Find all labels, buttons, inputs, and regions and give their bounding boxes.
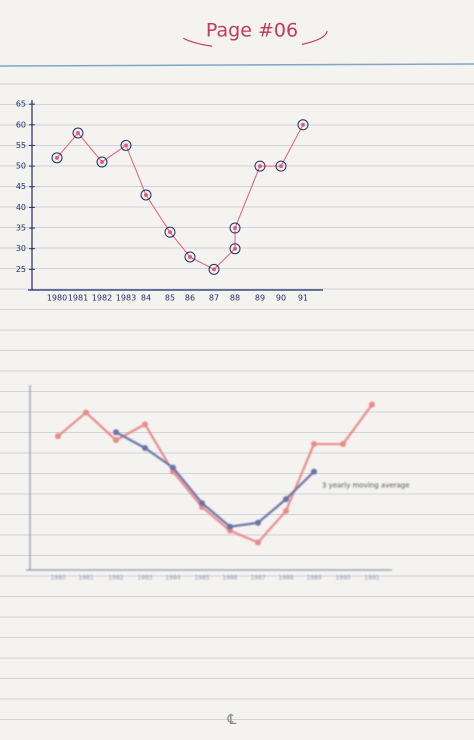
point bbox=[340, 441, 346, 448]
x-tick-label: 1991 bbox=[364, 575, 379, 582]
x-tick-label: 1981 bbox=[68, 294, 88, 303]
point-circle bbox=[208, 263, 220, 275]
y-tick-label: 50 bbox=[16, 162, 26, 171]
point bbox=[283, 496, 289, 503]
point-circle bbox=[120, 139, 132, 151]
x-tick-label: 1981 bbox=[78, 575, 93, 582]
point bbox=[255, 519, 261, 526]
y-tick-label: 65 bbox=[16, 100, 26, 109]
point-circle bbox=[275, 160, 287, 172]
x-tick-label: 1983 bbox=[116, 294, 136, 303]
x-tick-label: 1986 bbox=[222, 575, 237, 582]
ruled-lines bbox=[0, 83, 474, 720]
point bbox=[188, 254, 192, 259]
page-title: Page #06 bbox=[206, 20, 298, 42]
x-tick-label: 1980 bbox=[47, 294, 67, 303]
x-tick-label: 1982 bbox=[92, 294, 112, 303]
y-tick-label: 60 bbox=[16, 120, 26, 129]
chart: 1980 1981 1982 1983 1984 1985 1986 1987 1988 1989… bbox=[26, 385, 410, 582]
x-tick-label: 90 bbox=[276, 294, 286, 303]
x-tick-label: 1988 bbox=[278, 575, 293, 582]
point bbox=[311, 441, 317, 448]
point bbox=[311, 468, 317, 475]
point-circle bbox=[254, 160, 266, 172]
point-circle bbox=[96, 156, 108, 168]
point bbox=[113, 429, 119, 436]
point bbox=[142, 444, 148, 451]
x-tick-label: 1985 bbox=[194, 575, 209, 582]
point-circle bbox=[51, 152, 63, 164]
x-tick-label: 86 bbox=[185, 294, 195, 303]
point bbox=[55, 433, 61, 440]
x-tick-label: 87 bbox=[209, 294, 219, 303]
y-tick-label: 30 bbox=[16, 244, 26, 253]
y-tick-label: 45 bbox=[16, 182, 26, 191]
point bbox=[227, 523, 233, 530]
x-tick-label: 1989 bbox=[306, 575, 321, 582]
y-tick-label: 40 bbox=[16, 203, 26, 212]
point bbox=[100, 159, 104, 164]
x-tick-label: 89 bbox=[255, 294, 265, 303]
legend-label: 3 yearly moving average bbox=[322, 482, 410, 490]
x-tick-label: 1982 bbox=[108, 575, 123, 582]
point-circle bbox=[184, 251, 196, 263]
point bbox=[199, 500, 205, 507]
point bbox=[255, 539, 261, 546]
point-circle bbox=[72, 127, 84, 139]
point bbox=[301, 122, 305, 127]
x-tick-label: 1983 bbox=[137, 575, 152, 582]
point bbox=[83, 409, 89, 416]
point bbox=[233, 226, 237, 231]
x-tick-label: 1980 bbox=[50, 575, 65, 582]
x-tick-label: 88 bbox=[230, 294, 240, 303]
point bbox=[144, 193, 148, 197]
point bbox=[369, 401, 375, 408]
page-mark: ℄ bbox=[227, 712, 237, 728]
point bbox=[258, 164, 262, 169]
point bbox=[279, 164, 283, 169]
point bbox=[212, 267, 216, 272]
point bbox=[55, 155, 59, 160]
point-circle bbox=[297, 119, 309, 131]
point bbox=[76, 131, 80, 136]
point-circle bbox=[229, 243, 241, 255]
point-circle bbox=[229, 222, 241, 234]
series-line bbox=[57, 404, 373, 544]
y-tick-label: 25 bbox=[16, 265, 26, 274]
x-tick-label: 1984 bbox=[165, 575, 180, 582]
point bbox=[170, 464, 176, 471]
point-circle bbox=[164, 226, 176, 238]
x-tick-label: 91 bbox=[298, 294, 308, 303]
series-line bbox=[115, 431, 315, 528]
y-tick-label: 35 bbox=[16, 224, 26, 233]
point bbox=[233, 246, 237, 251]
point bbox=[168, 230, 172, 235]
title-bracket bbox=[176, 12, 328, 50]
point bbox=[142, 421, 148, 428]
point bbox=[113, 437, 119, 444]
x-tick-label: 84 bbox=[141, 294, 151, 303]
x-tick-label: 1987 bbox=[250, 575, 265, 582]
point bbox=[124, 143, 128, 148]
y-tick-label: 55 bbox=[16, 141, 26, 150]
header-rule bbox=[0, 63, 474, 67]
x-tick-label: 1990 bbox=[335, 575, 350, 582]
chart: 25 30 35 40 45 50 55 60 65 1980 1981 1982 1983 84 85 86… bbox=[16, 100, 323, 303]
x-tick-label: 85 bbox=[165, 294, 175, 303]
point-circle bbox=[140, 189, 152, 201]
point bbox=[283, 507, 289, 514]
